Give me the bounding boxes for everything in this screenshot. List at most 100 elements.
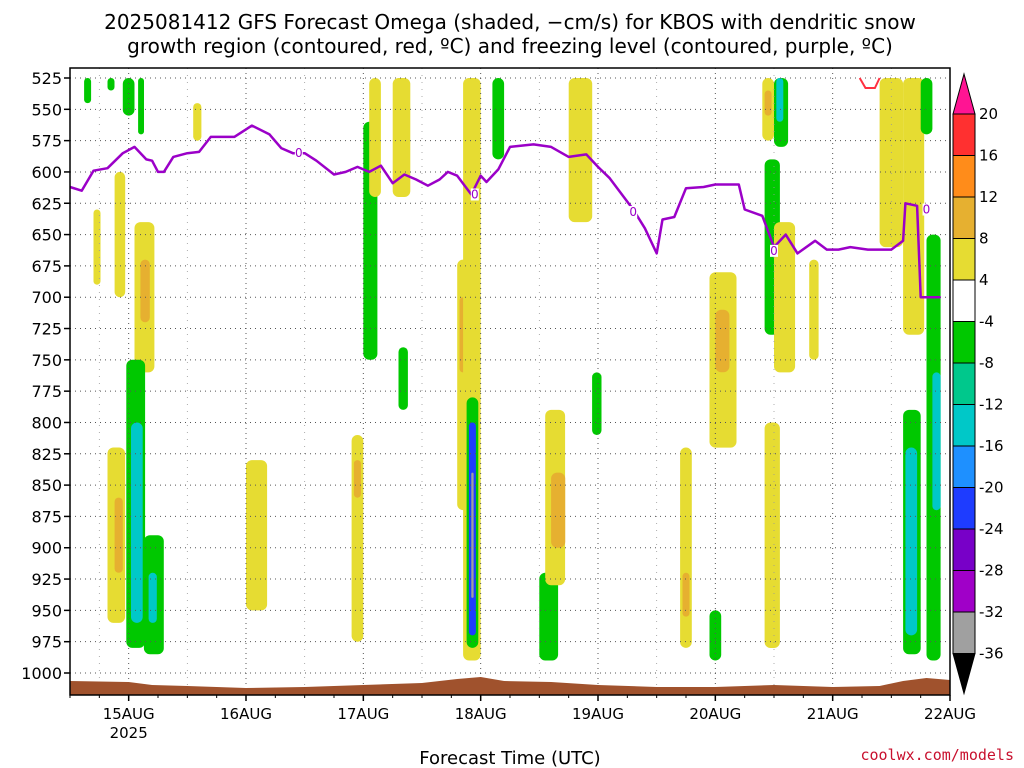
colorbar-segment-13 (952, 611, 976, 654)
omega-shade-40 (764, 90, 772, 116)
y-tick-label-1000: 1000 (21, 664, 62, 683)
chart-title-line-2: growth region (contoured, red, ºC) and f… (127, 34, 893, 58)
freezing-level-label-bg (922, 203, 931, 216)
y-tick-label-700: 700 (31, 288, 62, 307)
omega-shade-49 (920, 78, 933, 135)
x-tick-label-16: 16AUG (220, 705, 272, 723)
colorbar-segment-12 (952, 570, 976, 613)
y-tick-label-950: 950 (31, 601, 62, 620)
omega-shade-0 (122, 78, 135, 116)
freezing-level-label-1: 0 (471, 188, 479, 202)
colorbar-label-3: 8 (979, 230, 989, 248)
omega-shade-47 (879, 78, 904, 248)
omega-shade-45 (764, 422, 780, 648)
y-tick-label-575: 575 (31, 132, 62, 151)
y-axis: 525 550 575 600 625 650 675 700 725 750 775 800 825 8… (21, 69, 70, 683)
colorbar-segment-1 (952, 113, 976, 156)
colorbar-label-12: -32 (979, 603, 1004, 621)
y-tick-label-675: 675 (31, 257, 62, 276)
colorbar-segment-3 (952, 196, 976, 239)
credit-text: coolwx.com/models (860, 746, 1014, 764)
chart-title-line-1: 2025081412 GFS Forecast Omega (shaded, −… (104, 10, 916, 34)
omega-shade-21 (398, 347, 408, 410)
colorbar-label-1: 16 (979, 147, 998, 165)
colorbar-segment-10 (952, 487, 976, 530)
colorbar-segment-2 (952, 155, 976, 198)
omega-shade-38 (715, 309, 730, 373)
y-tick-label-850: 850 (31, 476, 62, 495)
omega-shade-33 (592, 372, 602, 435)
freezing-level-label-2: 0 (629, 205, 637, 219)
omega-shade-11 (114, 497, 123, 573)
plot-background (70, 68, 950, 695)
freezing-level-label-4: 0 (923, 203, 931, 217)
omega-shade-3 (138, 78, 144, 135)
y-tick-label-750: 750 (31, 351, 62, 370)
y-tick-label-825: 825 (31, 445, 62, 464)
colorbar-label-8: -16 (979, 437, 1004, 455)
x-tick-label-21: 21AUG (807, 705, 859, 723)
omega-shade-44 (774, 222, 796, 373)
x-tick-label-17: 17AUG (337, 705, 389, 723)
freezing-level-label-0: 0 (295, 146, 303, 160)
surface-terrain (70, 677, 950, 695)
omega-shade-6 (114, 171, 126, 298)
y-tick-label-550: 550 (31, 100, 62, 119)
omega-shade-7 (93, 209, 101, 285)
colorbar-top-arrow (952, 72, 976, 115)
omega-shade-13 (148, 572, 157, 623)
colorbar-segment-8 (952, 404, 976, 447)
freezing-level-label-bg (294, 147, 303, 160)
y-tick-label-625: 625 (31, 194, 62, 213)
colorbar-label-10: -24 (979, 520, 1004, 538)
y-tick-label-900: 900 (31, 539, 62, 558)
omega-shade-2 (84, 78, 92, 104)
colorbar-segment-9 (952, 445, 976, 488)
y-tick-label-875: 875 (31, 507, 62, 526)
freezing-level-label-bg (470, 188, 479, 201)
omega-shade-35 (682, 572, 690, 617)
omega-shade-19 (353, 460, 361, 498)
omega-shade-1 (107, 78, 115, 91)
colorbar-label-6: -8 (979, 354, 994, 372)
omega-shade-15 (246, 460, 268, 611)
y-tick-label-600: 600 (31, 163, 62, 182)
x-axis-label: Forecast Time (UTC) (419, 748, 600, 768)
omega-shade-32 (568, 78, 593, 223)
colorbar-label-13: -36 (979, 645, 1004, 663)
omega-shade-36 (709, 610, 722, 661)
freezing-level-contour: 0 0 0 0 0 (69, 124, 941, 299)
colorbar-segment-4 (952, 238, 976, 281)
x-tick-sublabel-15: 2025 (110, 724, 148, 742)
y-tick-label-525: 525 (31, 69, 62, 88)
freezing-level-label-3: 0 (770, 244, 778, 258)
colorbar: 20 16 12 8 4 -4 -8 -12 -16 -20 -24 -28 -32 -36 (952, 72, 1004, 696)
freezing-level-label-bg (770, 244, 778, 257)
omega-shade-31 (551, 472, 566, 548)
omega-shade-28 (492, 78, 505, 160)
omega-shade-46 (809, 259, 819, 360)
omega-shade-27 (471, 472, 474, 598)
plot-area: 0 0 0 0 0 (69, 67, 951, 696)
x-tick-label-15: 15AUG (103, 705, 155, 723)
x-tick-label-18: 18AUG (455, 705, 507, 723)
colorbar-label-2: 12 (979, 188, 998, 206)
dgz-contour-line-0 (858, 77, 881, 89)
omega-shade-51 (932, 372, 941, 511)
omega-shade-9 (131, 422, 143, 623)
omega-shade-53 (905, 447, 918, 636)
freezing-level-label-bg (629, 206, 638, 219)
colorbar-segment-5 (952, 279, 976, 322)
colorbar-segment-6 (952, 321, 976, 364)
omega-shade-5 (140, 259, 150, 323)
y-tick-label-775: 775 (31, 382, 62, 401)
y-tick-label-975: 975 (31, 633, 62, 652)
dgz-contour (858, 77, 881, 89)
omega-shade-17 (369, 78, 381, 197)
gridlines (70, 68, 951, 695)
colorbar-bottom-arrow (952, 653, 976, 696)
y-tick-label-650: 650 (31, 226, 62, 245)
freezing-level-line (69, 124, 941, 299)
